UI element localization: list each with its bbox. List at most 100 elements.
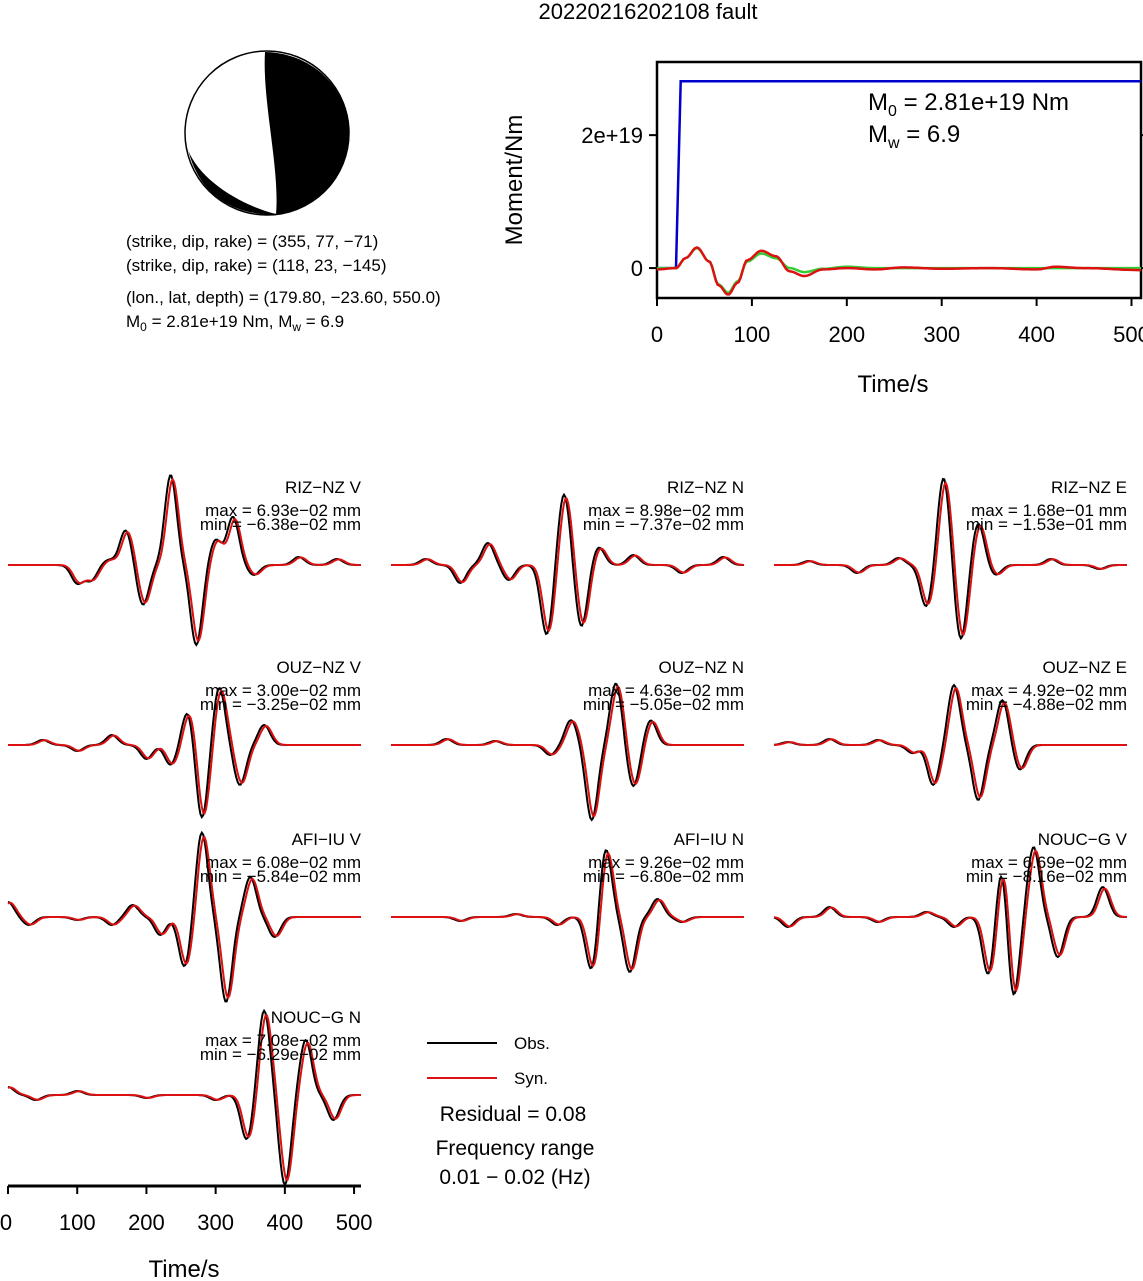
beachball-compressional-east (264, 52, 349, 214)
m0-prefix: M (126, 312, 140, 331)
moment-plot-lines (657, 80, 1141, 296)
waveform-syn-trace (774, 480, 1127, 636)
event-magnitude: M0 = 2.81e+19 Nm, Mw = 6.9 (126, 312, 344, 334)
moment-mw-value: = 6.9 (900, 121, 961, 148)
station-max: max = 8.98e−02 mm (588, 501, 744, 520)
moment-x-tick-label-2: 200 (828, 322, 865, 347)
event-location: (lon., lat, depth) = (179.80, −23.60, 55… (126, 288, 441, 307)
station-max: max = 6.93e−02 mm (205, 501, 361, 520)
station-min: min = −5.05e−02 mm (583, 695, 744, 714)
waveform-syn-trace (8, 477, 361, 642)
moment-mw-prefix: M (868, 121, 888, 148)
station-max: max = 7.08e−02 mm (205, 1031, 361, 1050)
moment-m0-annotation: M0 = 2.81e+19 Nm (868, 89, 1069, 120)
station-min: min = −6.38e−02 mm (200, 515, 361, 534)
station-label: AFI−IU N (674, 830, 744, 849)
moment-plot-frame (655, 60, 1143, 300)
station-label: OUZ−NZ V (276, 658, 361, 677)
m0-mid: = 2.81e+19 Nm, M (147, 312, 293, 331)
moment-x-tick-label-4: 400 (1018, 322, 1055, 347)
station-max: max = 6.08e−02 mm (205, 853, 361, 872)
waveform-syn-trace (391, 851, 744, 971)
waveform-x-tick-label-1: 100 (59, 1210, 96, 1235)
station-min: min = −4.88e−02 mm (966, 695, 1127, 714)
waveform-syn-trace (7, 836, 361, 1000)
waveform-x-tick-label-3: 300 (197, 1210, 234, 1235)
moment-mw-sub: w (887, 135, 900, 152)
residual-value: Residual = 0.08 (440, 1103, 587, 1126)
waveform-x-tick-label-5: 500 (336, 1210, 373, 1235)
moment-y-tick-label-0: 0 (631, 256, 643, 281)
waveform-x-tick-label-4: 400 (267, 1210, 304, 1235)
moment-x-axis-label: Time/s (857, 371, 928, 398)
station-label: NOUC−G N (271, 1008, 361, 1027)
moment-x-tick-label-5: 500 (1113, 322, 1143, 347)
legend-obs-label: Obs. (514, 1034, 550, 1053)
moment-rate-syn-line (657, 246, 1141, 296)
station-min: min = −3.25e−02 mm (200, 695, 361, 714)
station-label: AFI−IU V (292, 830, 362, 849)
station-label: OUZ−NZ E (1042, 658, 1127, 677)
station-max: max = 4.63e−02 mm (588, 681, 744, 700)
moment-m0-sub: 0 (888, 103, 897, 120)
mw-suffix: = 6.9 (301, 312, 344, 331)
moment-x-tick-label-1: 100 (734, 322, 771, 347)
moment-rate-obs-line (657, 246, 1141, 294)
m0-sub: 0 (140, 320, 147, 334)
station-label: RIZ−NZ V (285, 478, 362, 497)
waveform-x-axis-label: Time/s (148, 1256, 219, 1281)
station-max: max = 1.68e−01 mm (971, 501, 1127, 520)
waveform-syn-trace (774, 687, 1127, 799)
waveform-syn-trace (7, 1014, 361, 1181)
station-min: min = −1.53e−01 mm (966, 515, 1127, 534)
waveform-legend: Obs. Syn. (427, 1034, 550, 1088)
focal-info: (strike, dip, rake) = (355, 77, −71) (st… (126, 232, 441, 334)
station-max: max = 6.69e−02 mm (971, 853, 1127, 872)
waveform-syn-trace (391, 497, 745, 633)
station-label: OUZ−NZ N (659, 658, 744, 677)
station-min: min = −6.29e−02 mm (200, 1045, 361, 1064)
station-label: RIZ−NZ N (667, 478, 744, 497)
waveform-x-tick-label-2: 200 (128, 1210, 165, 1235)
waveform-syn-trace (391, 685, 744, 817)
waveform-syn-trace (8, 689, 361, 815)
focal-mechanism-beachball (184, 50, 350, 216)
figure-title: 20220216202108 fault (539, 0, 758, 24)
station-min: min = −8.16e−02 mm (966, 867, 1127, 886)
focal-plane-1: (strike, dip, rake) = (355, 77, −71) (126, 232, 378, 251)
station-max: max = 4.92e−02 mm (971, 681, 1127, 700)
station-min: min = −6.80e−02 mm (583, 867, 744, 886)
beachball-compressional-south (186, 140, 276, 215)
station-label: RIZ−NZ E (1051, 478, 1127, 497)
moment-rate-plot: 02e+190100200300400500 M0 = 2.81e+19 Nm … (501, 60, 1143, 398)
moment-y-axis-label: Moment/Nm (501, 115, 528, 246)
moment-m0-prefix: M (868, 89, 888, 116)
legend-syn-label: Syn. (514, 1069, 548, 1088)
station-min: min = −5.84e−02 mm (200, 867, 361, 886)
moment-plot-ticks: 0 2e+19 0 100 200 300 400 500 (581, 123, 1143, 347)
station-max: max = 9.26e−02 mm (588, 853, 744, 872)
station-label: NOUC−G V (1038, 830, 1128, 849)
waveform-syn-trace (773, 849, 1128, 993)
focal-plane-2: (strike, dip, rake) = (118, 23, −145) (126, 256, 386, 275)
frequency-range-title: Frequency range (436, 1137, 595, 1160)
station-max: max = 3.00e−02 mm (205, 681, 361, 700)
moment-m0-value: = 2.81e+19 Nm (897, 89, 1069, 116)
moment-x-tick-label-0: 0 (651, 322, 663, 347)
mw-sub: w (291, 320, 301, 334)
waveform-time-axis: Time/s 0 100 200 300 400 500 (0, 1184, 373, 1281)
station-min: min = −7.37e−02 mm (583, 515, 744, 534)
moment-y-tick-label-1: 2e+19 (581, 123, 643, 148)
